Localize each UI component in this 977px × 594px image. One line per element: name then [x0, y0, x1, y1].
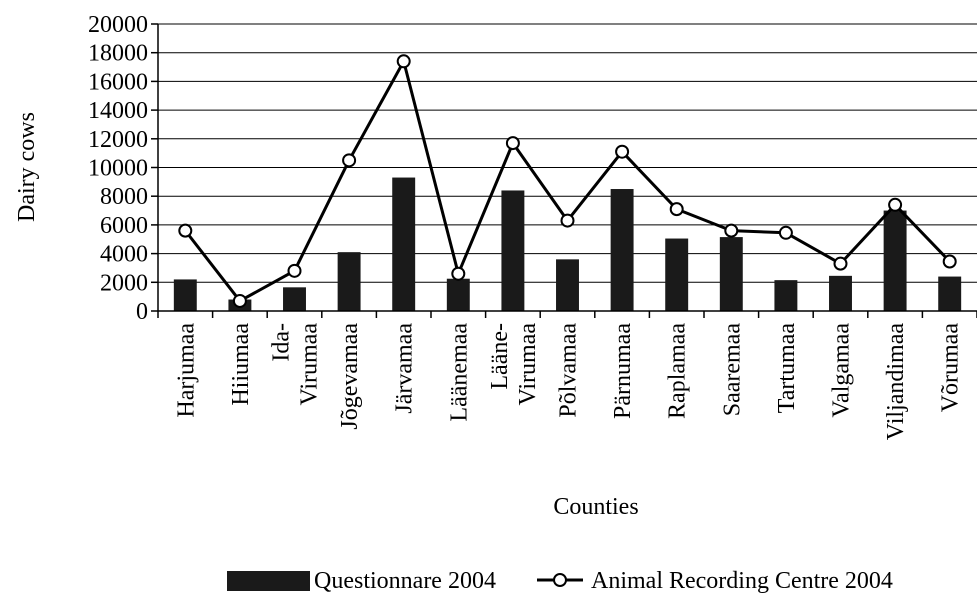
- line-point: [724, 223, 739, 238]
- x-tick-label: Jõgevamaa: [337, 323, 363, 430]
- bar: [829, 275, 852, 311]
- bar: [501, 190, 525, 311]
- bar: [610, 189, 634, 311]
- y-tick-label: 8000: [100, 184, 148, 210]
- line-point: [560, 213, 575, 228]
- bar: [883, 210, 907, 311]
- x-tick-labels: Harjumaa Hiiumaa Ida- Virumaa Jõgevamaa Järva…: [173, 323, 963, 441]
- x-tick-label: Virumaa: [297, 323, 323, 406]
- y-tick-label: 18000: [88, 41, 148, 67]
- x-tick-label: Võrumaa: [938, 323, 964, 413]
- x-tick-label: Pärnumaa: [610, 323, 636, 419]
- line-point: [505, 136, 520, 151]
- legend: Questionnare 2004 Animal Recording Centr…: [227, 568, 893, 594]
- x-tick-label: Harjumaa: [173, 323, 199, 418]
- bar: [283, 287, 306, 311]
- line-point: [669, 202, 684, 217]
- line-point: [615, 144, 630, 159]
- bar: [446, 278, 470, 311]
- x-axis-title: Counties: [553, 494, 638, 520]
- line-series: [178, 54, 957, 308]
- y-tick-label: 20000: [88, 12, 148, 38]
- line-point: [888, 197, 903, 212]
- bar: [556, 259, 579, 311]
- y-tick-label: 6000: [100, 213, 148, 239]
- line-point: [833, 256, 848, 271]
- x-tick-label: Läänemaa: [446, 323, 472, 422]
- bar: [173, 279, 197, 311]
- x-tick-label: Viljandimaa: [883, 323, 909, 441]
- line-point: [232, 293, 247, 308]
- legend-bar-swatch: [227, 571, 310, 591]
- x-tick-label: Hiiumaa: [228, 323, 254, 406]
- x-tick-label: Lääne-: [487, 323, 513, 390]
- line-point: [778, 225, 793, 240]
- bar: [392, 177, 416, 311]
- legend-line-label: Animal Recording Centre 2004: [591, 568, 893, 594]
- y-tick-label: 14000: [88, 98, 148, 124]
- x-tick-label: Saaremaa: [719, 323, 745, 417]
- y-tick-label: 0: [136, 299, 148, 325]
- y-tick-label: 12000: [88, 127, 148, 153]
- axes: [151, 23, 977, 318]
- bar: [938, 276, 962, 311]
- line-point: [942, 254, 957, 269]
- y-tick-label: 2000: [100, 270, 148, 296]
- x-tick-label: Põlvamaa: [556, 323, 582, 418]
- x-tick-label: Järvamaa: [392, 323, 418, 414]
- y-tick-label: 10000: [88, 156, 148, 182]
- bar: [719, 237, 743, 311]
- legend-bar-label: Questionnare 2004: [314, 568, 496, 594]
- line-point: [451, 266, 466, 281]
- x-tick-label: Virumaa: [515, 323, 541, 406]
- x-tick-label: Ida-: [269, 323, 295, 362]
- bar: [337, 252, 361, 311]
- bar: [665, 238, 689, 311]
- y-tick-label: 16000: [88, 69, 148, 95]
- gridlines: [158, 23, 977, 283]
- y-axis-title: Dairy cows: [14, 112, 40, 222]
- x-tick-label: Valgamaa: [829, 323, 855, 418]
- y-tick-label: 4000: [100, 242, 148, 268]
- line-point: [396, 54, 411, 69]
- bar-series: [173, 177, 962, 311]
- legend-line-marker: [553, 573, 567, 587]
- line-point: [342, 153, 357, 168]
- x-tick-label: Raplamaa: [665, 323, 691, 419]
- bar: [774, 280, 798, 311]
- x-tick-label: Tartumaa: [774, 323, 800, 414]
- line-point: [287, 263, 302, 278]
- line-point: [178, 223, 193, 238]
